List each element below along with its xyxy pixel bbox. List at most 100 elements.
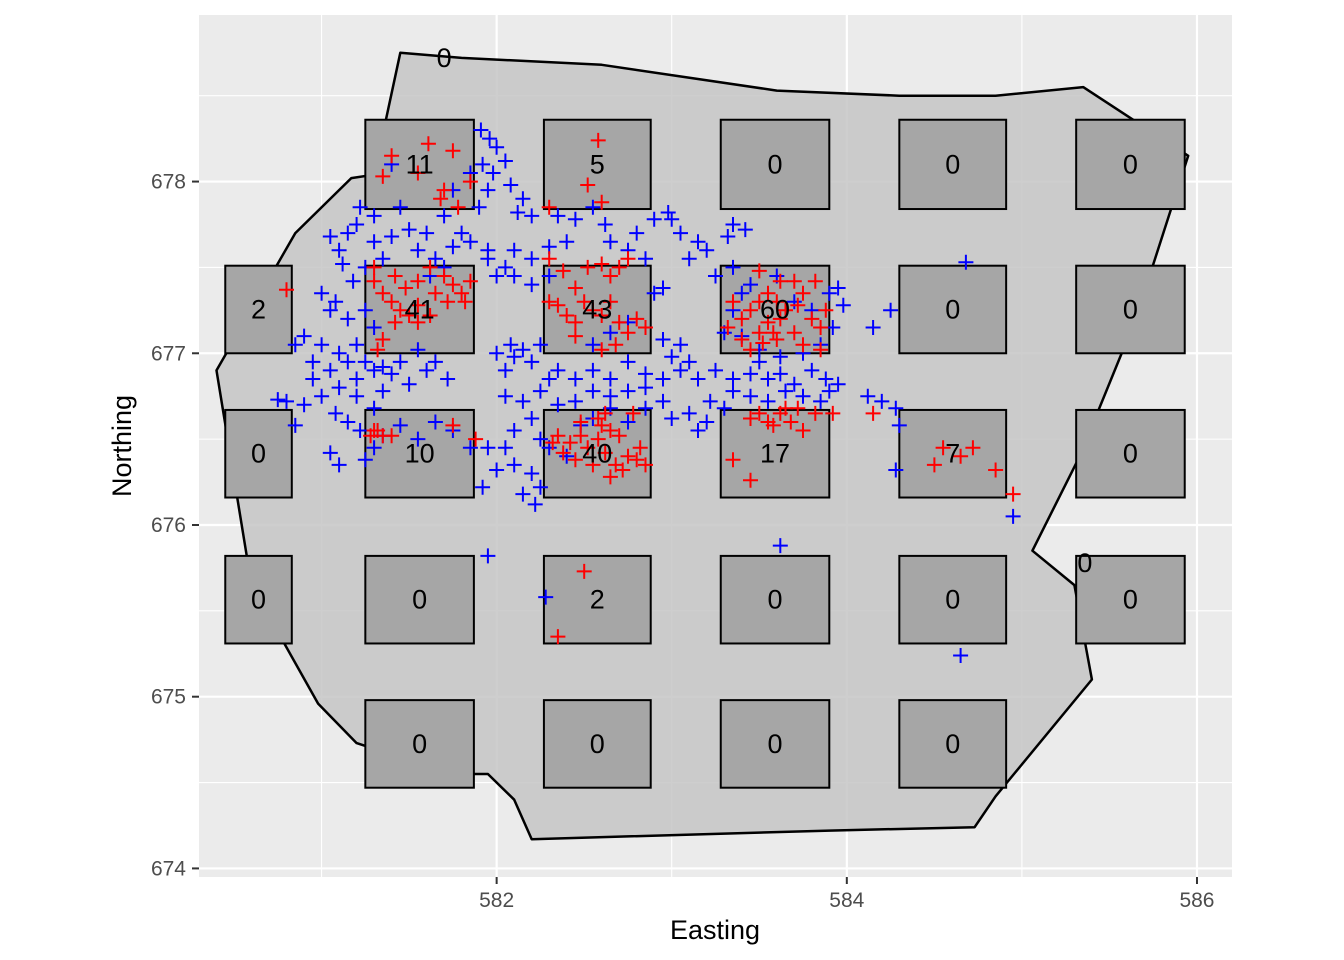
quadrat-cell: [1075, 554, 1186, 645]
data-point: [562, 435, 578, 451]
data-point: [270, 392, 286, 408]
data-point: [541, 199, 557, 215]
data-point: [489, 139, 505, 155]
data-point: [305, 371, 321, 387]
quadrat-count: 17: [760, 439, 790, 469]
data-point: [690, 423, 706, 438]
data-point: [454, 225, 470, 241]
data-point: [804, 362, 820, 378]
data-point: [573, 414, 589, 430]
data-point: [515, 342, 531, 358]
quadrat-cell: [364, 554, 475, 645]
data-point: [743, 388, 758, 404]
data-point: [331, 457, 347, 473]
data-point: [475, 156, 491, 172]
data-point: [807, 405, 823, 421]
data-point: [795, 285, 811, 301]
data-point: [506, 268, 522, 284]
y-tick-label: 675: [151, 686, 186, 709]
data-point: [772, 349, 788, 365]
data-point: [620, 251, 636, 267]
data-point: [314, 337, 330, 353]
data-point: [392, 302, 408, 318]
data-point: [769, 294, 785, 310]
data-point: [629, 225, 645, 241]
quadrat-cell: [898, 118, 1008, 211]
quadrat-cell: [719, 554, 831, 645]
quadrat-cell: [542, 554, 652, 645]
data-point: [737, 222, 753, 238]
data-point: [646, 211, 662, 227]
quadrat-count-edge: 0: [1077, 548, 1092, 578]
data-point: [473, 122, 489, 138]
data-point: [506, 242, 522, 258]
data-point: [602, 388, 618, 404]
data-point: [760, 371, 776, 387]
x-axis-label: Easting: [670, 915, 760, 945]
data-point: [580, 440, 596, 456]
quadrat-count: 0: [1123, 149, 1138, 179]
data-point: [772, 538, 788, 554]
quadrat-count: 10: [405, 439, 435, 469]
data-point: [594, 342, 610, 358]
data-point: [401, 222, 417, 238]
data-point: [567, 393, 583, 409]
data-point: [503, 177, 519, 193]
data-point: [772, 366, 788, 382]
data-point: [602, 234, 618, 250]
data-point: [580, 259, 596, 275]
data-point: [550, 629, 566, 645]
data-point: [506, 457, 522, 473]
data-point: [457, 294, 473, 310]
data-point: [690, 371, 706, 387]
data-point: [620, 354, 636, 370]
data-point: [384, 294, 400, 310]
data-point: [322, 445, 338, 461]
data-point: [352, 423, 368, 438]
data-point: [497, 259, 513, 275]
data-point: [772, 273, 788, 289]
quadrat-count: 2: [251, 294, 266, 324]
data-point: [594, 256, 610, 272]
data-point: [427, 251, 443, 267]
data-point: [716, 400, 732, 416]
data-point: [541, 251, 557, 267]
data-point: [427, 414, 443, 430]
data-point: [625, 405, 641, 421]
data-point: [725, 383, 741, 399]
data-point: [874, 393, 890, 409]
data-point: [567, 328, 583, 344]
data-point: [865, 405, 881, 421]
data-point: [322, 362, 338, 378]
data-point: [795, 388, 811, 404]
data-point: [638, 251, 653, 267]
region-outline: [215, 51, 1190, 841]
data-point: [567, 452, 583, 468]
data-point: [602, 469, 618, 485]
data-point: [287, 337, 303, 353]
quadrat-count: 0: [590, 729, 605, 759]
data-point: [786, 294, 802, 310]
data-point: [611, 428, 627, 444]
data-point: [541, 268, 557, 284]
data-point: [524, 411, 540, 426]
data-point: [602, 294, 618, 310]
data-point: [888, 400, 904, 416]
quadrat-cell: [1075, 408, 1186, 499]
data-point: [392, 417, 408, 433]
data-point: [445, 417, 461, 433]
data-point: [769, 332, 785, 347]
quadrat-cell: [1075, 264, 1186, 355]
data-point: [445, 277, 461, 293]
data-point: [786, 273, 802, 289]
data-point: [328, 405, 344, 421]
data-point: [638, 380, 653, 396]
data-point: [585, 383, 601, 399]
data-point: [420, 136, 436, 152]
data-point: [590, 431, 606, 447]
data-point: [366, 259, 382, 275]
data-point: [279, 282, 294, 298]
quadrat-cell: [898, 264, 1008, 355]
data-point: [576, 294, 592, 310]
data-point: [620, 414, 636, 430]
